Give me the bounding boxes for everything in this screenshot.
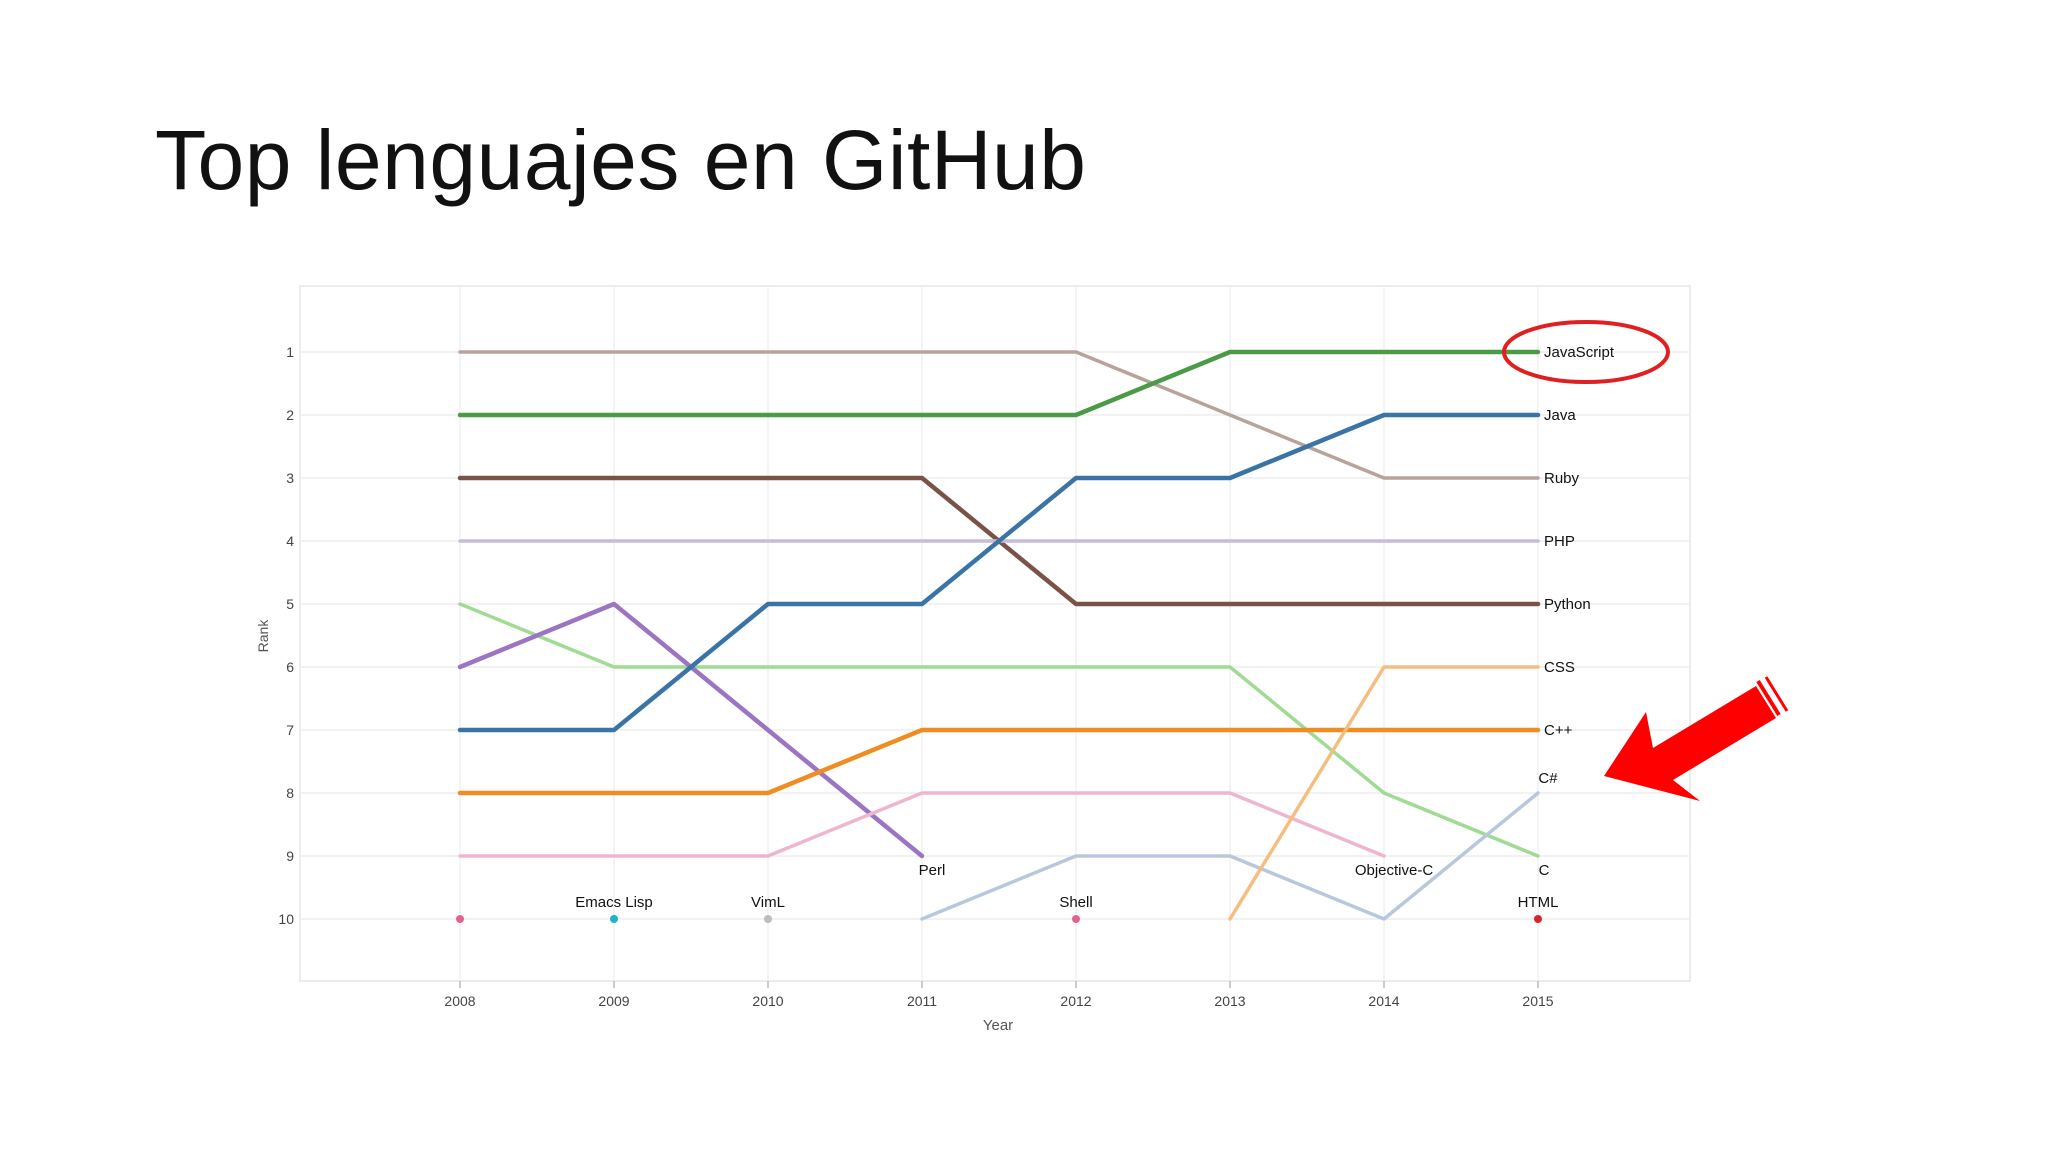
series-lines xyxy=(456,349,1542,923)
series-label-php: PHP xyxy=(1544,533,1575,550)
red-arrow-annotation xyxy=(1604,676,1789,801)
series-label-css: CSS xyxy=(1544,659,1575,676)
series-label-java: Java xyxy=(1544,407,1576,424)
series-label-objective-c: Objective-C xyxy=(1355,862,1434,879)
series-line-cplusplus xyxy=(457,727,1541,796)
axes: 1 2 3 4 5 6 7 8 9 10 2008 2009 2010 2011 2012 2013 2014 2… xyxy=(278,344,1553,1009)
point-viml xyxy=(764,915,772,923)
series-line-objective-c xyxy=(458,791,1386,858)
series-label-javascript: JavaScript xyxy=(1544,344,1615,361)
series-line-ruby xyxy=(458,350,1540,480)
series-line-java xyxy=(457,412,1541,733)
series-line-csharp xyxy=(920,791,1540,921)
x-tick-label: 2015 xyxy=(1522,993,1553,1009)
plot-panel xyxy=(299,285,1691,982)
arrow-shape xyxy=(1604,686,1776,801)
point-label-emacs-lisp: Emacs Lisp xyxy=(575,894,653,911)
x-axis-title: Year xyxy=(983,1017,1013,1034)
point-emacs-lisp xyxy=(610,915,618,923)
y-tick-label: 5 xyxy=(286,596,294,612)
y-tick-label: 10 xyxy=(278,911,294,927)
y-axis-title: Rank xyxy=(255,619,271,653)
series-label-perl: Perl xyxy=(919,862,946,879)
series-label-c: C xyxy=(1539,862,1550,879)
series-line-c xyxy=(458,602,1540,858)
point-shell xyxy=(1072,915,1080,923)
series-line-css xyxy=(1228,665,1540,921)
x-tick-label: 2014 xyxy=(1368,993,1399,1009)
x-tick-label: 2010 xyxy=(752,993,783,1009)
y-tick-label: 3 xyxy=(286,470,294,486)
y-tick-label: 6 xyxy=(286,659,294,675)
x-tick-label: 2013 xyxy=(1214,993,1245,1009)
y-tick-label: 1 xyxy=(286,344,294,360)
point-label-viml: VimL xyxy=(751,894,785,911)
series-label-cplusplus: C++ xyxy=(1544,722,1573,739)
annotations xyxy=(1502,320,1789,801)
x-tick-label: 2009 xyxy=(598,993,629,1009)
point-label-html: HTML xyxy=(1518,894,1559,911)
slide-title: Top lenguajes en GitHub xyxy=(155,113,1087,207)
y-tick-label: 9 xyxy=(286,848,294,864)
y-tick-label: 7 xyxy=(286,722,294,738)
highlight-ellipse xyxy=(1502,320,1670,384)
series-line-javascript xyxy=(457,349,1541,418)
x-tick-label: 2008 xyxy=(444,993,475,1009)
x-tick-label: 2011 xyxy=(907,993,937,1009)
point-label-shell: Shell xyxy=(1059,894,1092,911)
arrow-tail-stripe xyxy=(1764,676,1789,712)
y-tick-label: 8 xyxy=(286,785,294,801)
series-label-csharp: C# xyxy=(1538,770,1558,787)
point-html xyxy=(1534,915,1542,923)
arrow-tail-stripe xyxy=(1756,679,1781,717)
series-label-ruby: Ruby xyxy=(1544,470,1580,487)
point-unnamed xyxy=(456,915,464,923)
series-label-python: Python xyxy=(1544,596,1591,613)
y-tick-label: 2 xyxy=(286,407,294,423)
y-tick-label: 4 xyxy=(286,533,294,549)
x-tick-label: 2012 xyxy=(1060,993,1091,1009)
series-labels: Ruby JavaScript Python PHP C Perl Java C++ Objec… xyxy=(575,344,1615,911)
